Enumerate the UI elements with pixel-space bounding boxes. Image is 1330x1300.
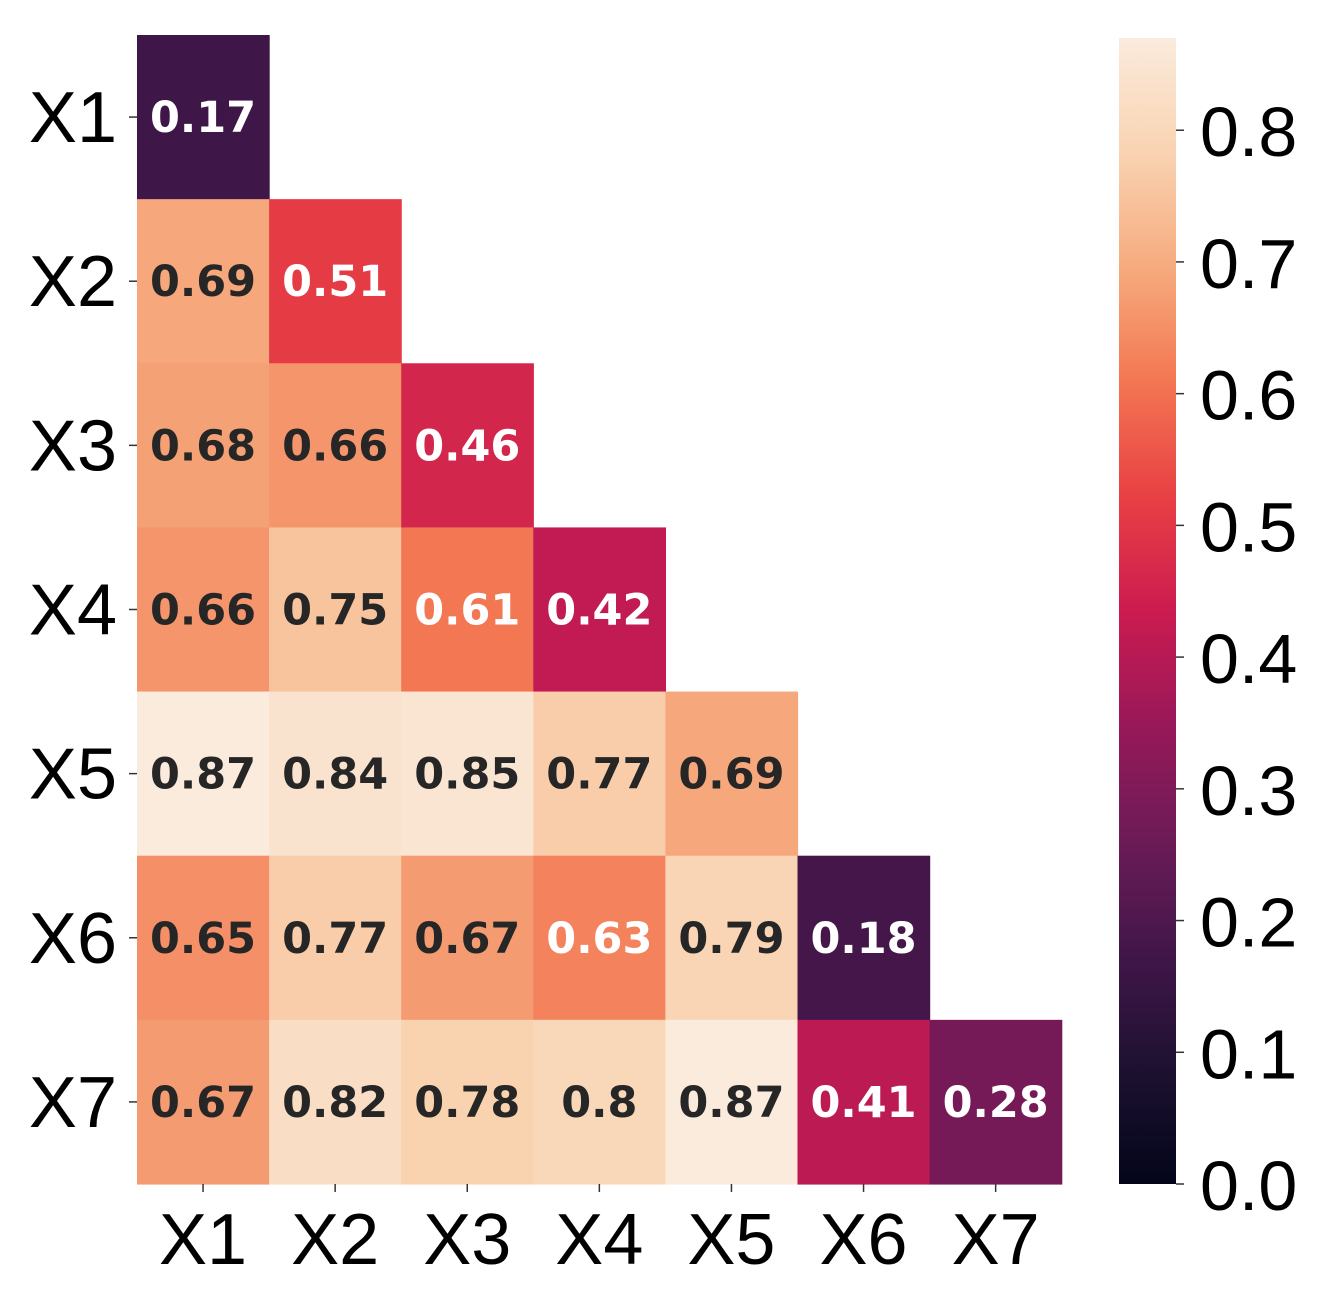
cell-label-X2-X1: 0.69 [150, 257, 256, 307]
cell-X7-X2 [269, 1019, 402, 1185]
cell-X7-X3 [401, 1019, 534, 1185]
cell-label-X6-X2: 0.77 [282, 914, 388, 964]
x-tick-label-X7: X7 [952, 1200, 1040, 1280]
x-tick-label-X4: X4 [555, 1200, 643, 1280]
cell-label-X6-X3: 0.67 [414, 914, 520, 964]
cell-label-X5-X5: 0.69 [678, 750, 784, 800]
cell-label-X6-X6: 0.18 [811, 914, 917, 964]
cell-label-X6-X1: 0.65 [150, 914, 256, 964]
colorbar-tick-label-0.2: 0.2 [1200, 884, 1297, 962]
cell-label-X6-X4: 0.63 [546, 914, 652, 964]
cell-X3-X3 [401, 363, 534, 529]
cell-X5-X4 [533, 691, 666, 857]
y-tick-label-X1: X1 [29, 78, 117, 158]
y-tick-label-X2: X2 [29, 242, 117, 322]
colorbar: 0.0 0.1 0.2 0.3 0.4 0.5 0.6 0.7 0.8 [1119, 38, 1297, 1225]
cell-label-X5-X3: 0.85 [414, 750, 520, 800]
colorbar-tick-label-0.3: 0.3 [1200, 752, 1297, 830]
y-tick-label-X6: X6 [29, 899, 117, 979]
cell-label-X7-X5: 0.87 [678, 1078, 784, 1128]
cell-X4-X4 [533, 527, 666, 693]
cell-X4-X2 [269, 527, 402, 693]
colorbar-tick-label-0.5: 0.5 [1200, 488, 1297, 566]
cell-X2-X1 [137, 199, 270, 364]
colorbar-tick-label-0.6: 0.6 [1200, 357, 1297, 435]
x-tick-label-X1: X1 [159, 1200, 247, 1280]
cell-label-X7-X3: 0.78 [414, 1078, 520, 1128]
cell-X7-X1 [137, 1019, 270, 1185]
cell-X5-X1 [137, 691, 270, 857]
colorbar-tick-label-0.7: 0.7 [1200, 225, 1297, 303]
y-axis: X1 X2 X3 X4 X5 X6 X7 [29, 78, 137, 1143]
colorbar-tick-label-0.4: 0.4 [1200, 620, 1297, 698]
cell-label-X7-X7: 0.28 [943, 1078, 1049, 1128]
cell-X5-X2 [269, 691, 402, 857]
cell-label-X7-X1: 0.67 [150, 1078, 256, 1128]
cell-label-X3-X1: 0.68 [150, 421, 256, 471]
cell-label-X3-X3: 0.46 [414, 421, 520, 471]
cell-X5-X3 [401, 691, 534, 857]
cell-label-X1-X1: 0.17 [150, 93, 256, 143]
cell-label-X4-X1: 0.66 [150, 585, 256, 635]
x-tick-label-X6: X6 [820, 1200, 908, 1280]
cell-label-X4-X4: 0.42 [546, 585, 652, 635]
y-tick-label-X4: X4 [29, 570, 117, 650]
cell-X6-X5 [665, 855, 799, 1021]
cell-label-X7-X2: 0.82 [282, 1078, 388, 1128]
y-tick-label-X5: X5 [29, 735, 117, 815]
cell-X5-X5 [665, 691, 799, 857]
colorbar-tick-label-0.1: 0.1 [1200, 1015, 1297, 1093]
y-tick-label-X7: X7 [29, 1063, 117, 1143]
cell-label-X6-X5: 0.79 [678, 914, 784, 964]
cell-label-X5-X1: 0.87 [150, 750, 256, 800]
cell-label-X4-X2: 0.75 [282, 585, 388, 635]
x-tick-label-X5: X5 [687, 1200, 775, 1280]
cell-label-X4-X3: 0.61 [414, 585, 520, 635]
colorbar-tick-label-0.0: 0.0 [1200, 1147, 1297, 1225]
cell-X2-X2 [269, 199, 402, 364]
cell-label-X3-X2: 0.66 [282, 421, 388, 471]
cell-X4-X3 [401, 527, 534, 693]
cell-X6-X6 [797, 855, 931, 1021]
cell-X7-X6 [797, 1019, 931, 1185]
heatmap-cells: 0.17 0.69 0.51 0.68 0.66 0.46 0.66 0.75 0.61 0.42… [137, 35, 1063, 1185]
cell-label-X7-X4: 0.8 [561, 1078, 637, 1128]
colorbar-tick-label-0.8: 0.8 [1200, 93, 1297, 171]
cell-X4-X1 [137, 527, 270, 693]
cell-X7-X5 [665, 1019, 799, 1185]
cell-X6-X3 [401, 855, 534, 1021]
colorbar-gradient [1119, 38, 1176, 1184]
cell-X6-X1 [137, 855, 270, 1021]
cell-X3-X2 [269, 363, 402, 529]
cell-X6-X2 [269, 855, 402, 1021]
cell-X7-X4 [533, 1019, 666, 1185]
x-tick-label-X3: X3 [423, 1200, 511, 1280]
cell-label-X7-X6: 0.41 [811, 1078, 917, 1128]
cell-X6-X4 [533, 855, 666, 1021]
cell-X1-X1 [137, 35, 270, 200]
cell-label-X5-X4: 0.77 [546, 750, 652, 800]
cell-X7-X7 [929, 1019, 1063, 1185]
cell-label-X2-X2: 0.51 [282, 257, 388, 307]
x-tick-label-X2: X2 [291, 1200, 379, 1280]
cell-X3-X1 [137, 363, 270, 529]
y-tick-label-X3: X3 [29, 406, 117, 486]
x-axis: X1 X2 X3 X4 X5 X6 X7 [159, 1183, 1040, 1280]
cell-label-X5-X2: 0.84 [282, 750, 388, 800]
